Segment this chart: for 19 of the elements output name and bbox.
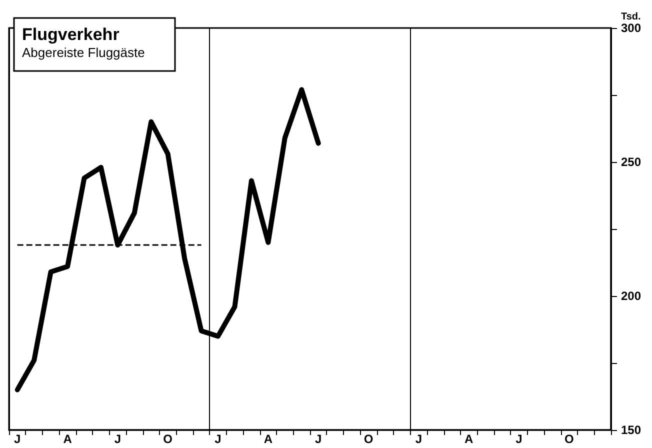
x-tick-label: J — [114, 432, 122, 446]
x-tick-label: J — [14, 432, 21, 446]
chart-title: Flugverkehr — [22, 25, 120, 44]
x-tick-label: A — [464, 432, 474, 446]
text: Abgereiste Fluggäste — [22, 45, 145, 60]
y-tick-label: 300 — [620, 21, 642, 35]
x-tick-label: A — [63, 432, 72, 446]
y-tick-label: 150 — [620, 423, 642, 437]
x-tick-label: O — [163, 432, 173, 446]
y-axis-title: Tsd. — [620, 12, 642, 23]
x-tick-label: J — [315, 432, 322, 446]
x-tick-label: O — [364, 432, 374, 446]
x-tick-label: O — [564, 432, 574, 446]
x-tick-label: A — [264, 432, 273, 446]
y-tick-label: 250 — [620, 155, 642, 169]
x-tick-label: J — [415, 432, 422, 446]
x-tick-label: J — [516, 432, 522, 446]
x-tick-label: J — [214, 432, 222, 446]
y-tick-label: 200 — [620, 289, 642, 303]
